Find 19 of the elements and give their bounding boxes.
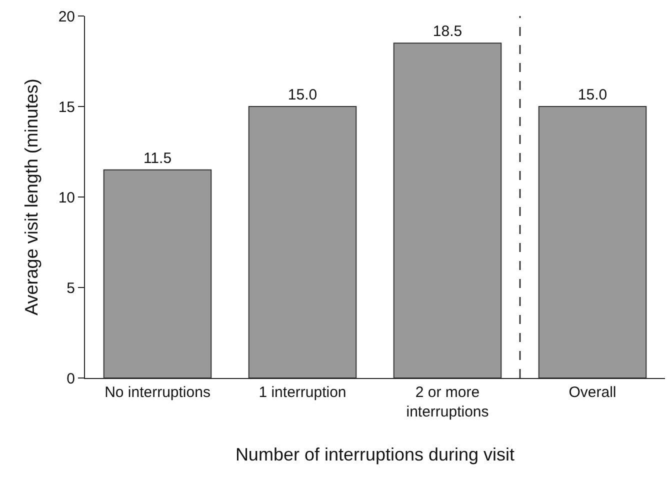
x-axis-title: Number of interruptions during visit [235,444,515,465]
x-tick-label: Overall [568,384,616,401]
y-tick-label: 5 [66,280,75,297]
y-axis-title: Average visit length (minutes) [22,78,42,316]
bar [248,106,357,378]
y-tick-label: 15 [58,98,75,116]
data-label: 15.0 [288,86,318,104]
y-tick-label: 0 [66,370,75,388]
x-tick-label: 1 interruption [258,384,346,401]
bar [538,106,647,378]
x-tick-label: No interruptions [104,384,210,401]
data-label: 18.5 [432,23,462,40]
x-tick-label: 2 or more interruptions [406,384,489,420]
data-label: 15.0 [578,86,608,104]
bar [103,169,212,378]
y-tick-label: 10 [58,189,75,206]
y-tick-label: 20 [58,8,75,26]
data-label: 11.5 [143,150,172,167]
bar [393,42,502,378]
